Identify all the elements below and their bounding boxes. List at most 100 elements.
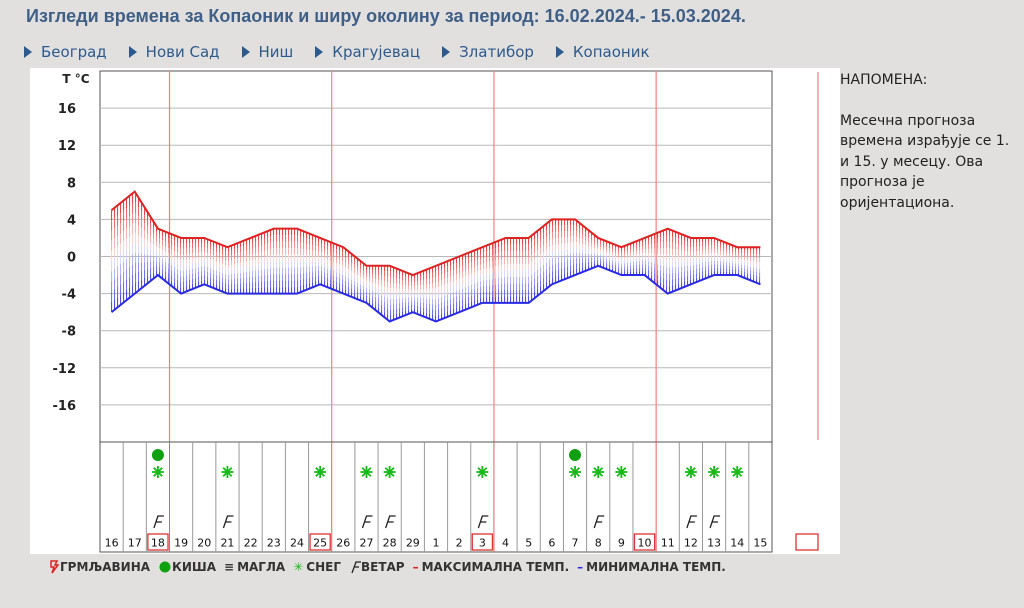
legend-max-label: МАКСИМАЛНА ТЕМП. <box>421 560 570 574</box>
day-label: 15 <box>753 537 767 550</box>
snow-icon-stroke <box>570 467 580 477</box>
min-line-icon: – <box>577 560 584 574</box>
nav-link-belgrade[interactable]: Београд <box>24 43 107 61</box>
snow-icon <box>221 466 234 478</box>
legend-rain-label: КИША <box>172 560 217 574</box>
snow-icon: ✳ <box>293 560 304 574</box>
unused-box <box>795 533 819 551</box>
y-axis-label: T °C <box>62 72 89 86</box>
legend-fog: ≡ МАГЛА <box>224 560 285 574</box>
legend-max: – МАКСИМАЛНА ТЕМП. <box>413 560 570 574</box>
snow-icon-stroke <box>361 467 372 477</box>
legend-rain: КИША <box>158 560 216 574</box>
legend-fog-label: МАГЛА <box>237 560 286 574</box>
y-tick-label: 8 <box>67 176 76 191</box>
day-label: 13 <box>707 537 721 550</box>
day-label: 27 <box>359 537 373 550</box>
day-label: 19 <box>174 537 188 550</box>
day-label: 9 <box>618 537 625 550</box>
snow-icon-stroke <box>477 467 488 477</box>
thunder-icon <box>50 560 60 574</box>
arrow-right-icon <box>315 46 324 58</box>
day-label: 21 <box>220 537 234 550</box>
arrow-right-icon <box>24 46 32 58</box>
day-label: 24 <box>290 537 304 550</box>
wind-icon <box>385 515 396 529</box>
legend-wind-label: ВЕТАР <box>360 560 405 574</box>
day-label: 25 <box>313 537 327 550</box>
legend-min-label: МИНИМАЛНА ТЕМП. <box>586 560 726 574</box>
day-label: 1 <box>433 537 440 550</box>
legend-snow: ✳ СНЕГ <box>293 560 341 574</box>
day-label: 22 <box>244 537 258 550</box>
nav-link-label: Крагујевац <box>332 43 421 61</box>
nav-link-label: Београд <box>41 43 107 61</box>
nav-link-label: Копаоник <box>572 43 650 61</box>
snow-icon <box>592 466 605 478</box>
nav-link-kopaonik[interactable]: Копаоник <box>555 43 650 61</box>
arrow-right-icon <box>442 46 451 58</box>
page-title: Изгледи времена за Копаоник и ширу околи… <box>26 6 746 26</box>
legend-snow-label: СНЕГ <box>306 560 341 574</box>
snow-icon <box>360 466 373 478</box>
day-label: 2 <box>456 537 463 550</box>
snow-icon-stroke <box>152 467 163 477</box>
arrow-right-icon <box>555 46 564 58</box>
wind-icon <box>153 515 164 529</box>
snow-icon-stroke <box>222 467 233 477</box>
snow-icon <box>615 466 628 478</box>
day-label: 4 <box>502 537 509 550</box>
nav-link-nis[interactable]: Ниш <box>241 43 294 61</box>
legend-min: – МИНИМАЛНА ТЕМП. <box>577 560 726 574</box>
day-label: 8 <box>595 537 602 550</box>
wind-icon <box>709 515 721 529</box>
arrow-right-icon <box>128 46 137 58</box>
wind-icon <box>361 515 373 529</box>
city-nav: Београд Нови Сад Ниш Крагујевац Златибор… <box>24 43 672 61</box>
day-label: 12 <box>684 537 698 550</box>
y-tick-label: 12 <box>58 139 76 154</box>
note-body: Месечна прогноза времена израђује се 1. … <box>840 112 1010 211</box>
day-label: 28 <box>383 537 397 550</box>
snow-icon <box>708 466 721 478</box>
day-label: 10 <box>638 537 652 550</box>
legend-wind: ВЕТАР <box>349 560 405 574</box>
snow-icon-stroke <box>709 467 720 477</box>
day-label-highlight <box>309 533 331 551</box>
rain-icon <box>151 449 164 461</box>
wind-icon <box>477 515 489 529</box>
nav-link-zlatibor[interactable]: Златибор <box>442 43 534 61</box>
day-label: 5 <box>525 537 532 550</box>
day-label: 17 <box>128 537 142 550</box>
nav-link-kragujevac[interactable]: Крагујевац <box>315 43 420 61</box>
weather-strip-frame <box>99 441 773 553</box>
snow-icon <box>569 466 582 478</box>
day-label: 29 <box>406 537 420 550</box>
temp-range-hatch <box>111 192 761 322</box>
snow-icon <box>314 466 327 478</box>
nav-link-label: Ниш <box>258 43 294 61</box>
wind-icon <box>351 561 361 574</box>
y-tick-label: -12 <box>53 362 77 377</box>
snow-icon-stroke <box>732 467 743 477</box>
day-label-highlight <box>633 533 656 551</box>
wind-icon <box>222 515 234 529</box>
chart-legend: ГРМЉАВИНА КИША ≡ МАГЛА ✳ СНЕГ ВЕТАР – МА… <box>48 560 734 574</box>
day-label: 6 <box>548 537 555 550</box>
snow-icon-stroke <box>685 467 696 477</box>
day-label: 7 <box>572 537 579 550</box>
snow-icon-stroke <box>315 467 326 477</box>
note-heading: НАПОМЕНА: <box>840 72 928 88</box>
snow-icon <box>476 466 489 478</box>
rain-icon <box>569 449 582 461</box>
day-label: 18 <box>151 537 165 550</box>
fog-icon: ≡ <box>224 560 235 574</box>
snow-icon <box>731 466 744 478</box>
nav-link-label: Златибор <box>459 43 534 61</box>
y-tick-label: -8 <box>62 325 76 340</box>
nav-link-novi-sad[interactable]: Нови Сад <box>128 43 220 61</box>
y-tick-label: 0 <box>67 251 76 266</box>
y-tick-label: -16 <box>53 399 77 414</box>
rain-dot-icon <box>159 561 171 573</box>
